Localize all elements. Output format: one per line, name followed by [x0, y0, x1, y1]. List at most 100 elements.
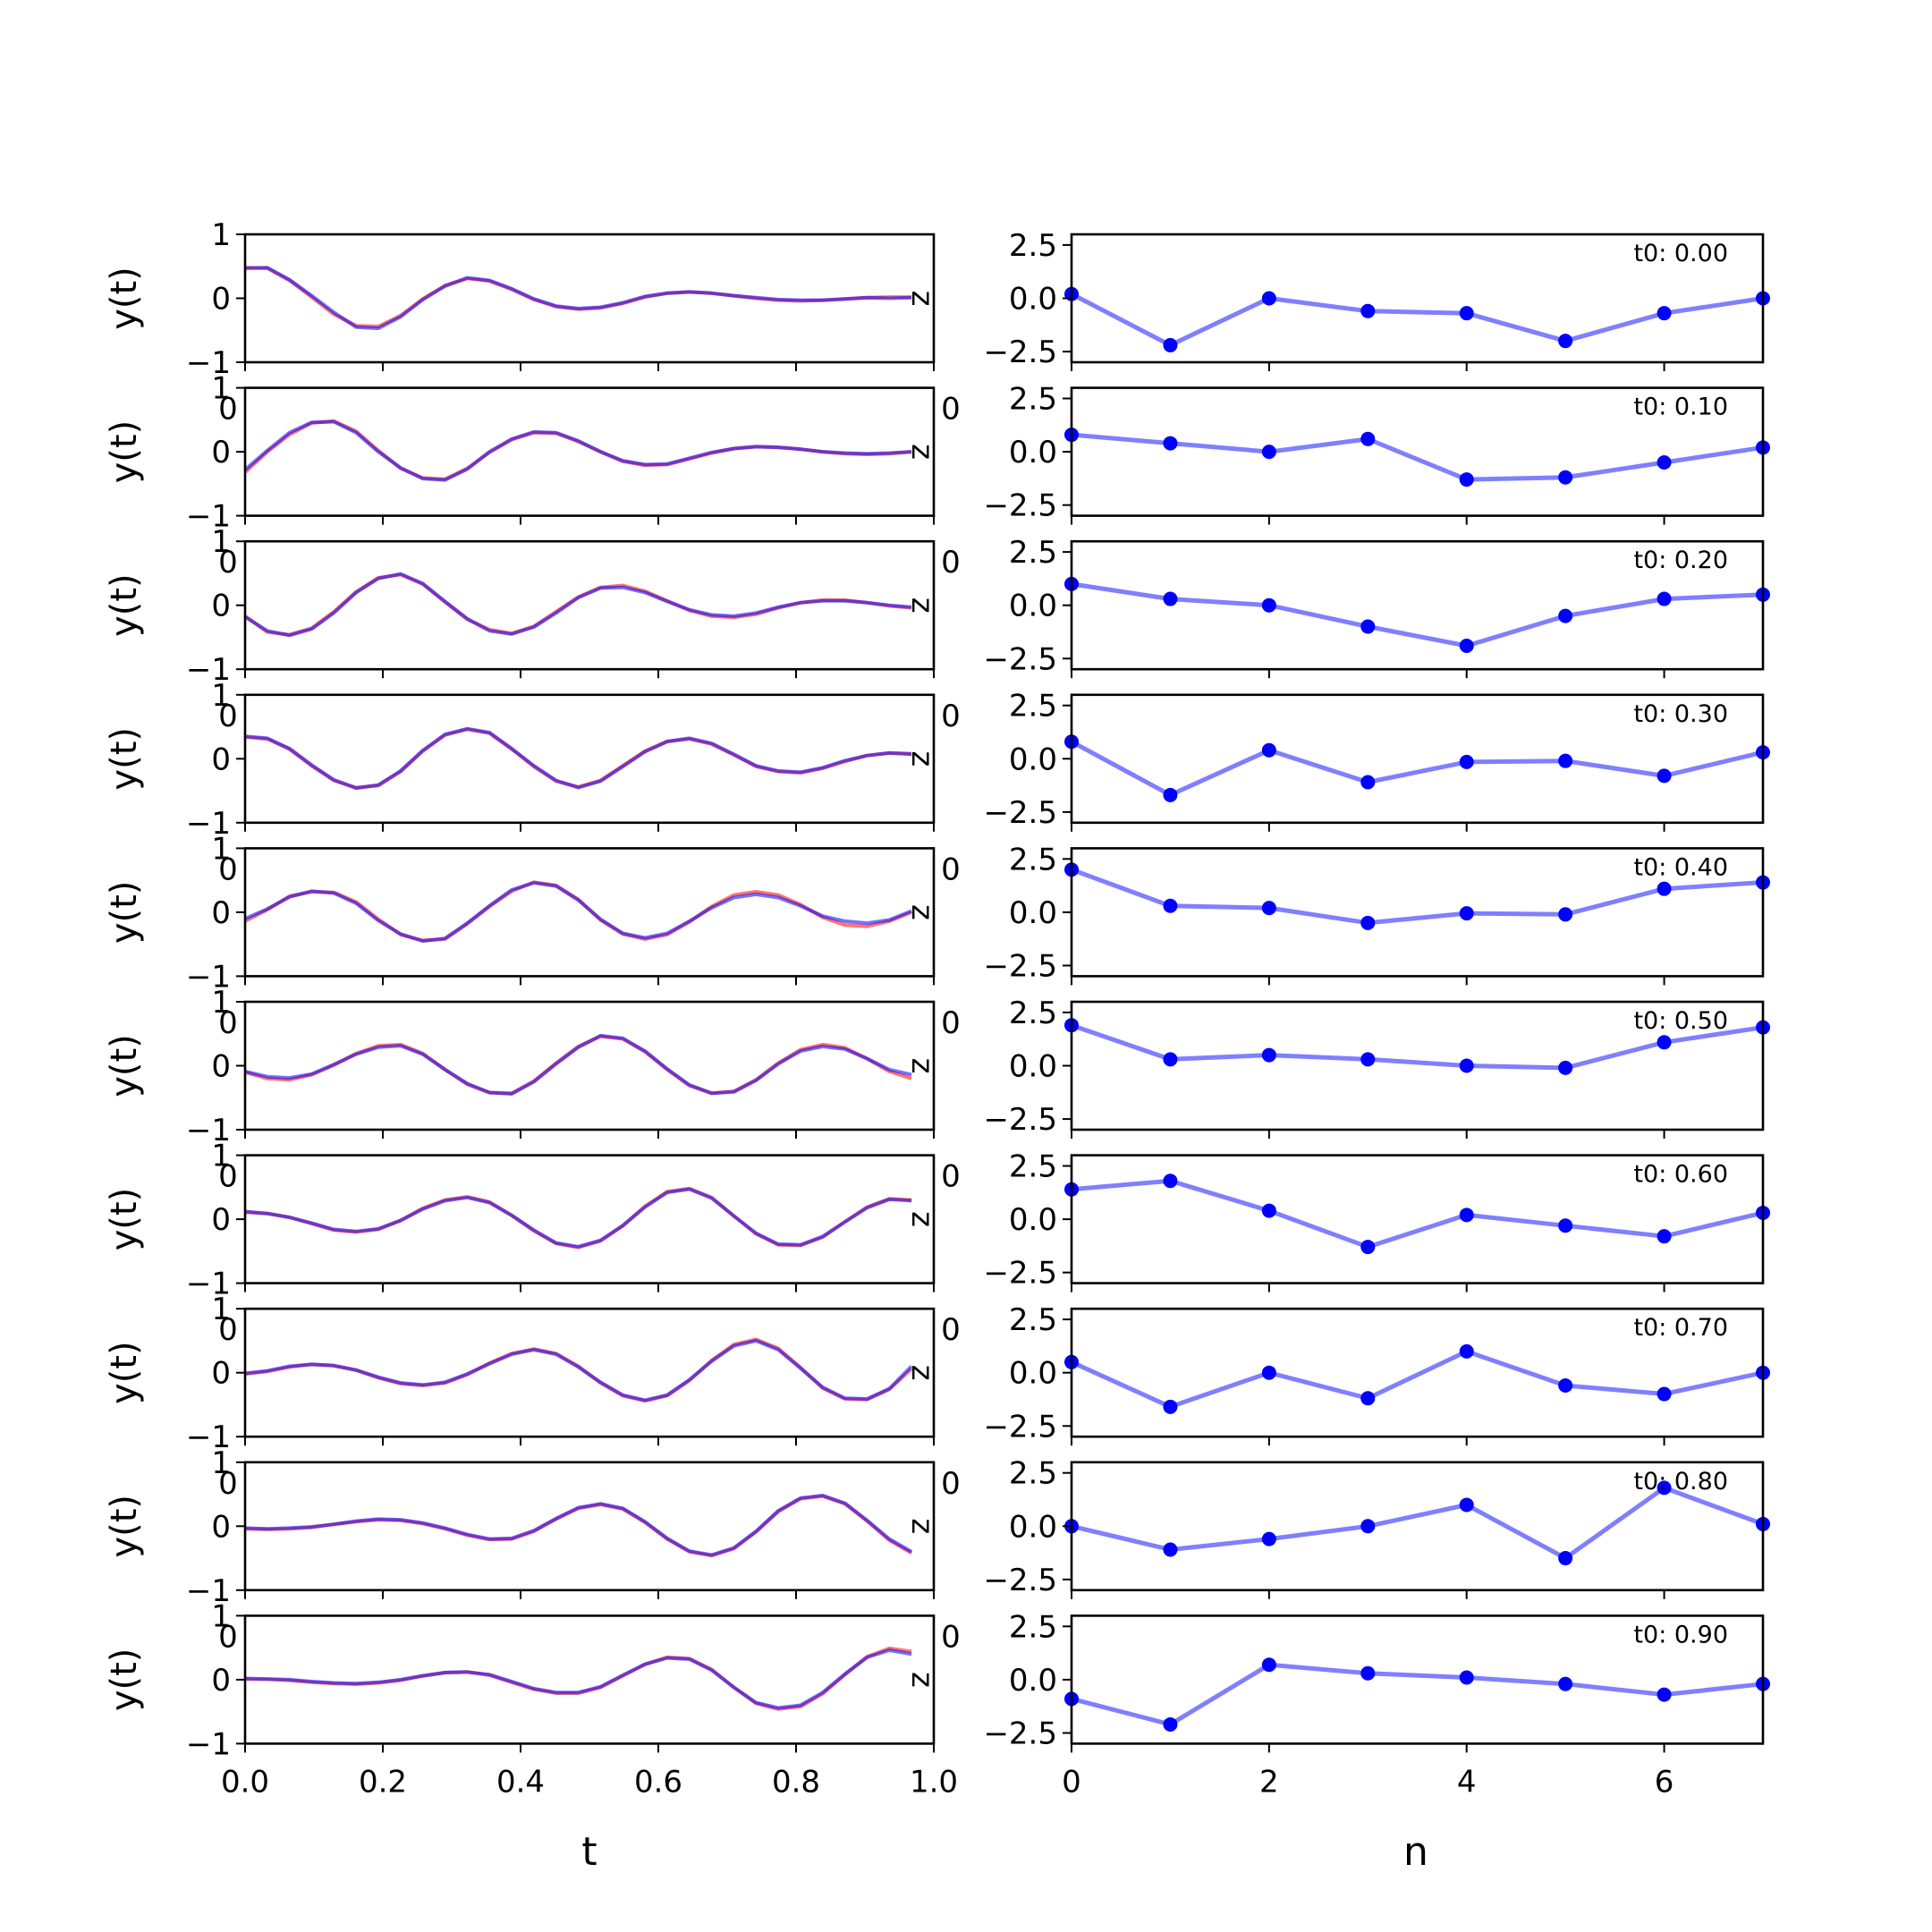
coefficient-line [1070, 292, 1764, 348]
stray-tick-label-left: 0 [218, 699, 238, 734]
panel-annotation-t0: t0: 0.10 [1633, 394, 1728, 421]
y-tick-label-right: 2.5 [1009, 842, 1057, 877]
coefficient-point [1459, 1058, 1474, 1073]
right-edge-label-z: z [904, 444, 940, 460]
panel-annotation-t0: t0: 0.00 [1633, 240, 1728, 267]
coefficient-point [1261, 901, 1276, 916]
coefficient-point [1163, 1716, 1178, 1732]
coefficient-point [1657, 881, 1672, 896]
y-tick-label-right: 0.0 [1009, 741, 1057, 777]
y-tick-label-left: 0 [211, 1663, 231, 1699]
y-axis-label-y-t: y(t) [104, 881, 145, 945]
series-line-blue [244, 1187, 912, 1249]
y-tick-label-right: 0.0 [1009, 1509, 1057, 1545]
coefficient-point [1261, 1531, 1276, 1546]
panel-annotation-t0: t0: 0.70 [1633, 1314, 1728, 1342]
y-tick-label-left: 0 [211, 1202, 231, 1238]
series-line-blue [243, 572, 912, 638]
y-tick-label-right: 2.5 [1009, 1456, 1057, 1492]
y-tick-label-right: −2.5 [983, 1563, 1057, 1598]
y-tick-label-right: 2.5 [1009, 382, 1057, 418]
coefficient-point [1163, 1542, 1178, 1557]
stray-tick-label-middle: 0 [941, 1466, 961, 1502]
coefficient-point [1163, 436, 1178, 451]
coefficient-point [1558, 753, 1573, 768]
panel-annotation-t0: t0: 0.80 [1633, 1468, 1728, 1496]
x-axis-label-t: t [581, 1829, 597, 1875]
coefficient-point [1657, 1480, 1672, 1496]
stray-tick-label-left: 0 [218, 1005, 238, 1041]
y-tick-label-left: 1 [211, 678, 231, 714]
coefficient-point [1360, 1519, 1376, 1534]
panel-row-0: −1 0 1 y(t) z −2.5 0.0 2.5 t0: 0.00 [104, 217, 1770, 381]
y-tick-label-left: 1 [211, 1292, 231, 1327]
stray-tick-label-middle: 0 [941, 852, 961, 887]
stray-tick-label-left: 0 [218, 1619, 238, 1655]
coefficient-point [1261, 291, 1276, 306]
right-edge-label-z: z [904, 291, 940, 307]
right-edge-label-z: z [904, 1672, 940, 1688]
coefficient-point [1163, 898, 1178, 913]
coefficient-point [1459, 1497, 1474, 1513]
coefficient-point [1360, 775, 1376, 790]
series-line-blue [244, 1648, 912, 1710]
y-axis-label-y-t: y(t) [104, 573, 145, 637]
y-tick-label-left: 0 [211, 741, 231, 777]
y-tick-label-right: 2.5 [1009, 689, 1057, 724]
coefficient-point [1261, 597, 1276, 613]
right-edge-label-z: z [904, 904, 940, 920]
series-line-blue [244, 726, 912, 791]
coefficient-point [1459, 306, 1474, 321]
y-tick-label-left: −1 [186, 1267, 231, 1302]
y-axis-label-y-t: y(t) [104, 1034, 145, 1097]
coefficient-point [1163, 1052, 1178, 1067]
y-tick-label-right: −2.5 [983, 795, 1057, 831]
right-edge-label-z: z [904, 1365, 940, 1381]
y-axis-label-y-t: y(t) [104, 1648, 145, 1712]
y-axis-label-y-t: y(t) [104, 1341, 145, 1404]
stray-tick-label-left: 0 [218, 852, 238, 887]
coefficient-point [1657, 768, 1672, 784]
y-tick-label-right: 2.5 [1009, 228, 1057, 264]
right-edge-label-z: z [904, 597, 940, 614]
y-tick-label-right: 0.0 [1009, 589, 1057, 624]
coefficient-point [1459, 1208, 1474, 1223]
x-tick-label-left: 0.0 [221, 1764, 269, 1800]
coefficient-point [1163, 1174, 1178, 1189]
x-tick-label-right: 2 [1259, 1764, 1279, 1800]
coefficient-point [1558, 907, 1573, 922]
y-tick-label-left: −1 [186, 652, 231, 688]
coefficient-line [1070, 740, 1764, 798]
y-tick-label-left: 1 [211, 217, 231, 253]
y-axis-label-y-t: y(t) [104, 1495, 145, 1558]
coefficient-line [1071, 1485, 1764, 1561]
x-tick-label-left: 1.0 [910, 1764, 958, 1800]
coefficient-point [1261, 742, 1276, 758]
y-tick-label-right: −2.5 [983, 948, 1057, 984]
y-tick-label-right: −2.5 [983, 1409, 1057, 1445]
panel-annotation-t0: t0: 0.40 [1633, 853, 1728, 881]
stray-tick-label-left: 0 [218, 1159, 238, 1195]
y-tick-label-left: 0 [211, 1509, 231, 1545]
y-tick-label-right: 0.0 [1009, 1663, 1057, 1699]
x-tick-label-left: 0.6 [634, 1764, 682, 1800]
series-line-blue [244, 881, 912, 944]
stray-tick-label-middle: 0 [941, 1005, 961, 1041]
y-tick-label-left: 1 [211, 1598, 231, 1634]
x-tick-label-left: 0.2 [359, 1764, 407, 1800]
stray-tick-label-middle: 0 [941, 1312, 961, 1348]
y-tick-label-right: −2.5 [983, 488, 1057, 524]
coefficient-point [1360, 1240, 1376, 1255]
y-tick-label-right: 2.5 [1009, 535, 1057, 571]
y-tick-label-right: 2.5 [1009, 1609, 1057, 1645]
coefficient-point [1558, 1551, 1573, 1566]
coefficient-line [1070, 1349, 1764, 1410]
